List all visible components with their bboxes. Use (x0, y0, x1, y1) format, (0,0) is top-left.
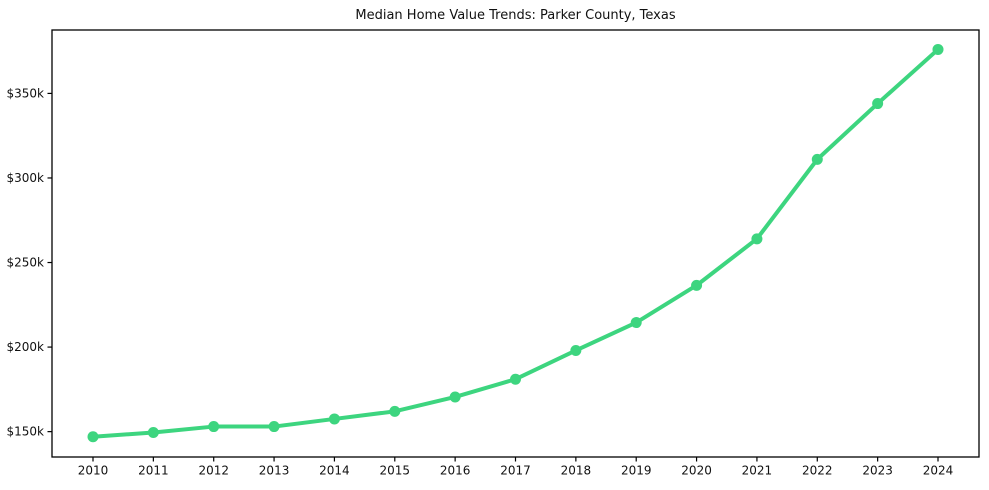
y-tick-label: $300k (7, 171, 45, 185)
x-tick-label: 2017 (500, 464, 531, 478)
x-tick-label: 2023 (862, 464, 893, 478)
data-point-marker (268, 421, 280, 433)
x-tick-label: 2024 (923, 464, 954, 478)
data-point-marker (208, 421, 220, 433)
y-tick-label: $250k (7, 256, 45, 270)
x-tick-label: 2014 (319, 464, 350, 478)
x-tick-label: 2010 (78, 464, 109, 478)
data-point-marker (932, 43, 944, 55)
data-point-marker (147, 426, 159, 438)
chart-title: Median Home Value Trends: Parker County,… (355, 8, 676, 23)
data-point-marker (872, 98, 884, 110)
data-point-marker (510, 373, 521, 385)
x-tick-label: 2020 (681, 464, 712, 478)
data-point-marker (811, 153, 823, 165)
x-tick-label: 2016 (440, 464, 471, 478)
x-tick-label: 2012 (198, 464, 229, 478)
x-tick-label: 2013 (259, 464, 290, 478)
plot-border (51, 29, 980, 458)
data-point-marker (328, 413, 340, 425)
y-tick-label: $150k (7, 425, 45, 439)
x-tick-label: 2022 (802, 464, 833, 478)
data-point-marker (751, 233, 763, 245)
y-tick-label: $200k (7, 340, 45, 354)
x-tick-label: 2021 (742, 464, 773, 478)
data-point-marker (630, 317, 642, 329)
data-point-marker (570, 344, 582, 356)
x-tick-label: 2018 (561, 464, 592, 478)
data-point-marker (691, 279, 703, 291)
x-tick-label: 2019 (621, 464, 652, 478)
x-tick-label: 2011 (138, 464, 169, 478)
data-point-marker (87, 431, 99, 443)
data-point-marker (449, 391, 461, 403)
x-tick-label: 2015 (380, 464, 411, 478)
data-point-marker (389, 405, 401, 417)
y-tick-label: $350k (7, 86, 45, 100)
